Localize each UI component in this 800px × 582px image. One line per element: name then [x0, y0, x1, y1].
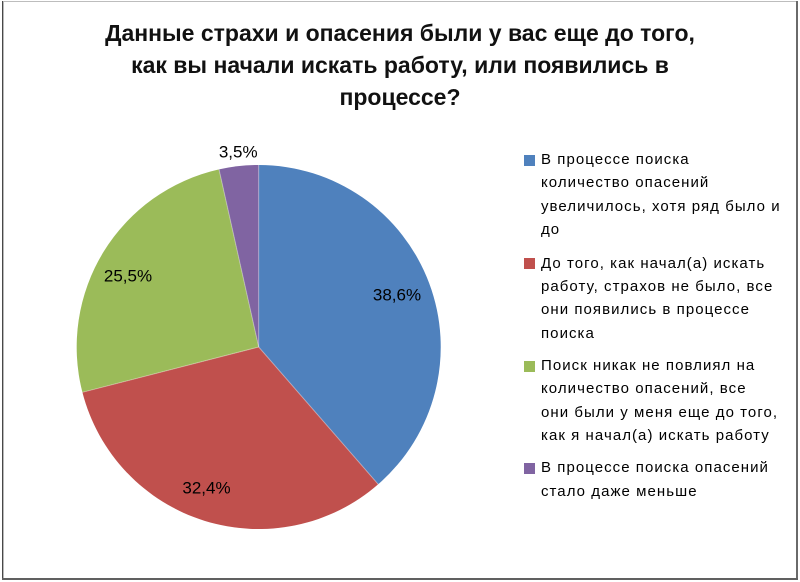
svg-text:38,6%: 38,6% [373, 285, 421, 304]
svg-text:25,5%: 25,5% [104, 267, 152, 286]
svg-text:3,5%: 3,5% [219, 142, 258, 161]
svg-text:32,4%: 32,4% [182, 479, 230, 498]
